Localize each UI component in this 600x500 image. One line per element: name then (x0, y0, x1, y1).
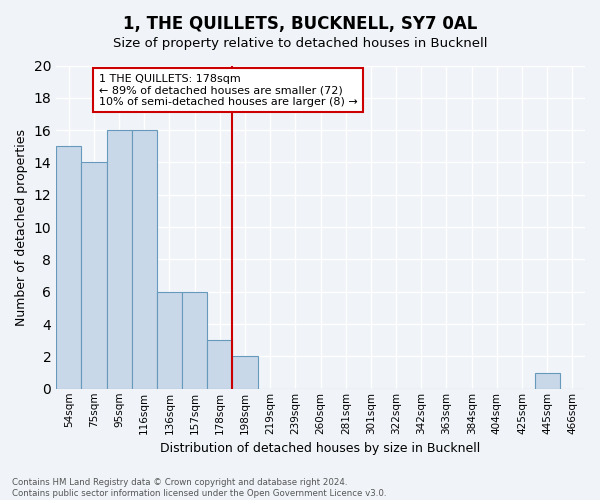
Bar (82, 162, 107, 389)
Bar (107, 130, 132, 389)
Text: 1, THE QUILLETS, BUCKNELL, SY7 0AL: 1, THE QUILLETS, BUCKNELL, SY7 0AL (123, 15, 477, 33)
Text: Size of property relative to detached houses in Bucknell: Size of property relative to detached ho… (113, 38, 487, 51)
Bar (232, 356, 257, 389)
X-axis label: Distribution of detached houses by size in Bucknell: Distribution of detached houses by size … (160, 442, 481, 455)
Text: 1 THE QUILLETS: 178sqm
← 89% of detached houses are smaller (72)
10% of semi-det: 1 THE QUILLETS: 178sqm ← 89% of detached… (99, 74, 358, 107)
Bar (182, 292, 207, 389)
Y-axis label: Number of detached properties: Number of detached properties (15, 128, 28, 326)
Bar (132, 130, 157, 389)
Bar (535, 372, 560, 389)
Bar (157, 292, 182, 389)
Bar (207, 340, 232, 389)
Text: Contains HM Land Registry data © Crown copyright and database right 2024.
Contai: Contains HM Land Registry data © Crown c… (12, 478, 386, 498)
Bar (56, 146, 82, 389)
